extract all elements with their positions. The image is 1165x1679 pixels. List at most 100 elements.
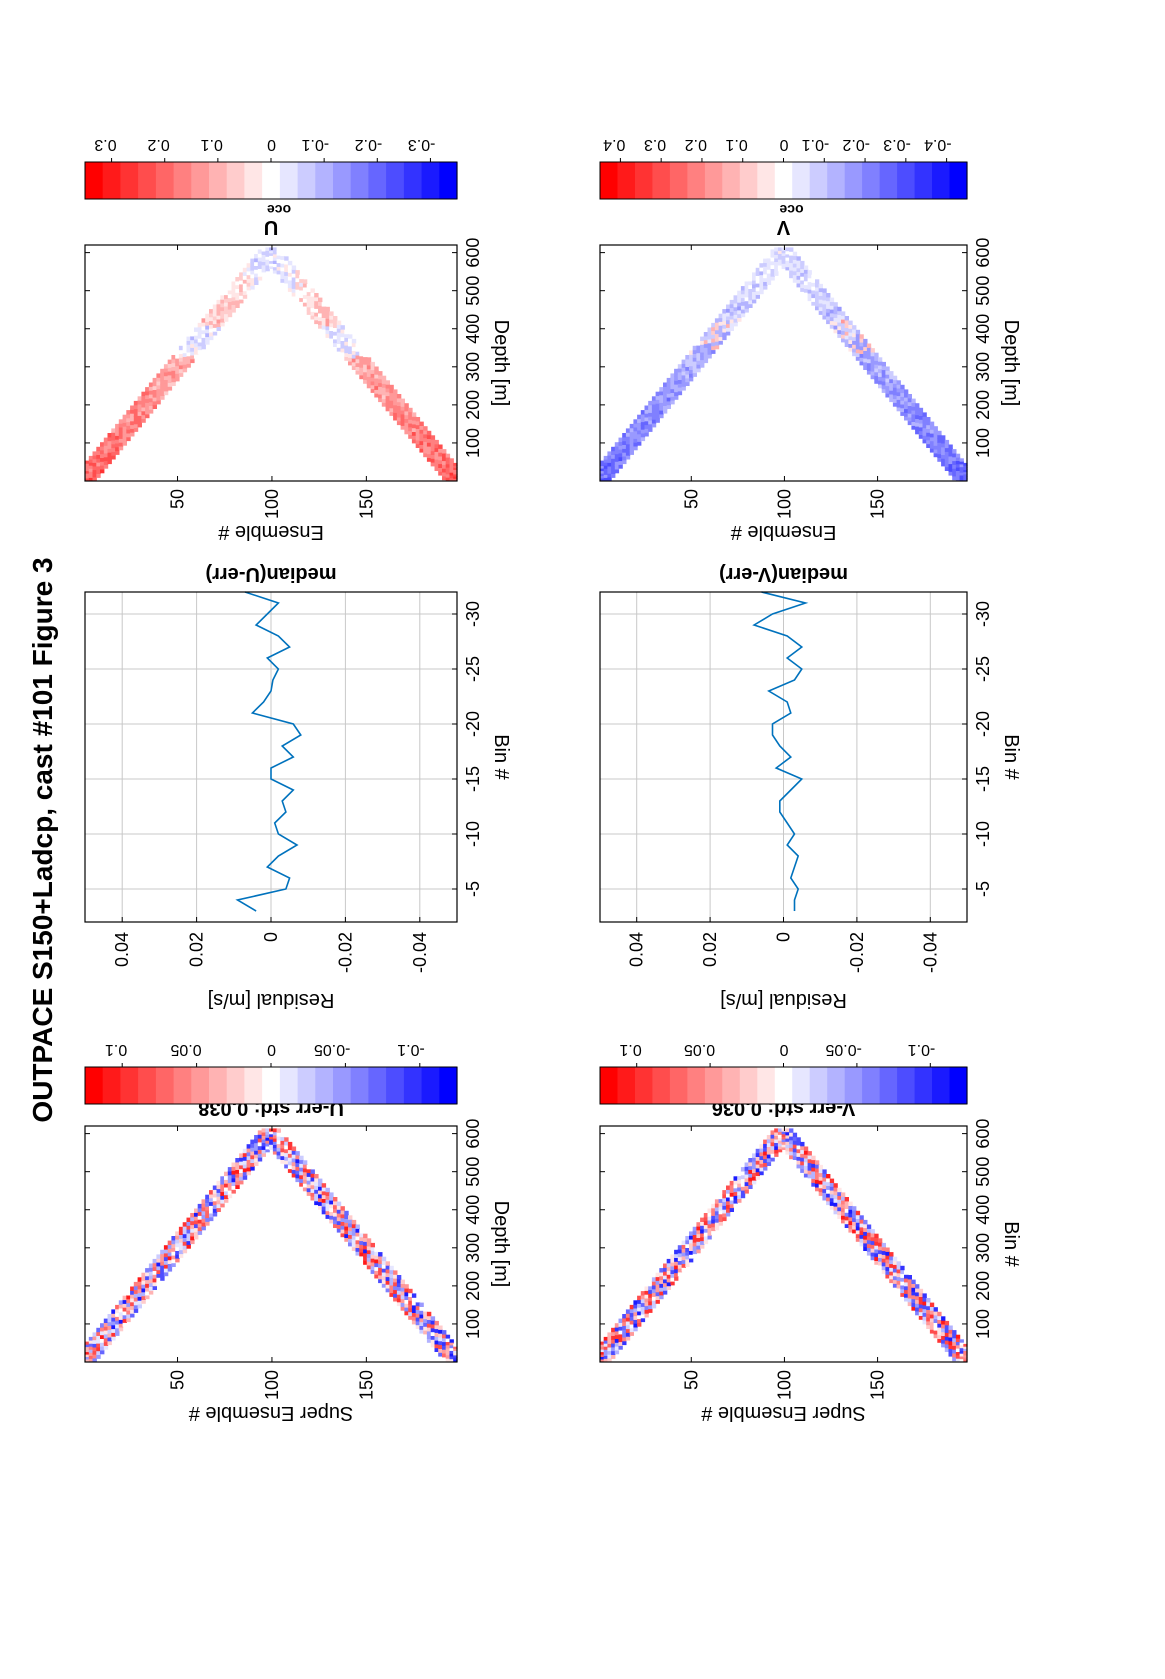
heatmap-cell: [111, 439, 116, 445]
heatmap-cell: [201, 1206, 206, 1212]
heatmap-cell: [197, 322, 203, 328]
heatmap-cell: [370, 380, 376, 386]
heatmap-cell: [844, 342, 850, 347]
heatmap-cell: [419, 421, 424, 426]
heatmap-cell: [329, 322, 334, 328]
heatmap-cell: [815, 302, 820, 307]
heatmap-cell: [381, 1271, 387, 1277]
heatmap-cell: [651, 1303, 657, 1309]
heatmap-cell: [611, 465, 616, 471]
heatmap-cell: [941, 443, 946, 448]
heatmap-cell: [911, 402, 916, 407]
heatmap-cell: [404, 429, 409, 435]
heatmap-cell: [430, 454, 436, 459]
heatmap-cell: [781, 1133, 786, 1137]
heatmap-cell: [848, 1209, 853, 1214]
heatmap-cell: [752, 287, 757, 292]
heatmap-cell: [785, 269, 790, 274]
y-tick-label: -30: [463, 601, 483, 627]
heatmap-cell: [640, 417, 646, 423]
heatmap-cell: [291, 1146, 297, 1151]
heatmap-cell: [855, 1214, 861, 1219]
heatmap-cell: [344, 348, 349, 354]
x-axis-label: Super Ensemble #: [700, 1402, 865, 1424]
heatmap-cell: [637, 429, 642, 435]
heatmap-cell: [381, 375, 387, 381]
heatmap-cell: [201, 325, 206, 331]
heatmap-cell: [239, 1157, 244, 1162]
heatmap-cell: [209, 1193, 214, 1199]
heatmap-cell: [141, 399, 146, 404]
heatmap-cell: [419, 448, 424, 453]
heatmap-cell: [852, 1225, 857, 1230]
heatmap-cell: [822, 1173, 827, 1178]
heatmap-cell: [216, 307, 221, 312]
heatmap-cell: [752, 1157, 757, 1162]
heatmap-cell: [681, 1255, 686, 1261]
heatmap-cell: [937, 430, 942, 436]
heatmap-cell: [438, 1333, 443, 1338]
heatmap-cell: [423, 1310, 428, 1316]
heatmap-cell: [242, 283, 248, 288]
heatmap-cell: [133, 408, 139, 413]
heatmap-cell: [272, 266, 278, 271]
heatmap-cell: [911, 1298, 916, 1303]
heatmap-cell: [922, 1308, 927, 1313]
heatmap-cell: [774, 1138, 779, 1143]
heatmap-cell: [696, 352, 701, 357]
heatmap-cell: [937, 449, 942, 455]
heatmap-cell: [763, 1139, 768, 1144]
heatmap-cell: [438, 1348, 443, 1353]
heatmap-cell: [737, 1175, 742, 1180]
colorbar-tick-label: -0.1: [802, 136, 830, 153]
heatmap-cell: [714, 329, 720, 335]
heatmap-cell: [160, 1276, 165, 1281]
heatmap-cell: [370, 365, 376, 371]
heatmap-cell: [892, 1275, 898, 1281]
heatmap-cell: [700, 1217, 705, 1222]
heatmap-cell: [385, 1268, 391, 1274]
heatmap-cell: [892, 375, 898, 381]
heatmap-cell: [611, 1342, 616, 1348]
heatmap-cell: [922, 420, 927, 425]
heatmap-cell: [396, 420, 402, 426]
heatmap-cell: [190, 1220, 195, 1226]
heatmap-cell: [777, 259, 783, 263]
heatmap-cell: [611, 458, 616, 463]
heatmap-cell: [186, 359, 191, 364]
heatmap-cell: [310, 292, 315, 297]
heatmap-cell: [933, 433, 938, 439]
heatmap-cell: [663, 1282, 668, 1287]
heatmap-cell: [171, 1251, 176, 1256]
heatmap-cell: [633, 1315, 638, 1320]
heatmap-cell: [718, 1221, 723, 1226]
heatmap-cell: [722, 316, 727, 322]
heatmap-cell: [389, 384, 394, 390]
heatmap-cell: [216, 303, 221, 309]
heatmap-cell: [878, 372, 883, 377]
heatmap-cell: [201, 344, 206, 350]
heatmap-cell: [299, 1178, 304, 1183]
heatmap-cell: [411, 439, 417, 444]
heatmap-cell: [190, 1216, 195, 1222]
heatmap-cell: [826, 1173, 831, 1179]
heatmap-cell: [348, 353, 353, 358]
heatmap-cell: [863, 1238, 868, 1244]
heatmap-cell: [815, 279, 820, 284]
heatmap-cell: [714, 337, 720, 342]
heatmap-cell: [265, 1134, 270, 1138]
y-tick-label: 300: [463, 352, 483, 382]
heatmap-cell: [670, 1280, 675, 1286]
heatmap-cell: [434, 1339, 439, 1345]
heatmap-cell: [700, 1232, 705, 1238]
colorbar-segment: [792, 1067, 811, 1104]
heatmap-cell: [807, 270, 812, 275]
heatmap-cell: [216, 326, 221, 331]
heatmap-cell: [785, 266, 790, 271]
heatmap-cell: [822, 311, 827, 316]
heatmap-cell: [763, 273, 768, 279]
colorbar: 0.1 0.05 0 -0.05 -0.1: [84, 1041, 458, 1105]
heatmap-cell: [889, 371, 894, 376]
heatmap-cell: [651, 400, 657, 405]
heatmap-cell: [659, 1290, 664, 1296]
